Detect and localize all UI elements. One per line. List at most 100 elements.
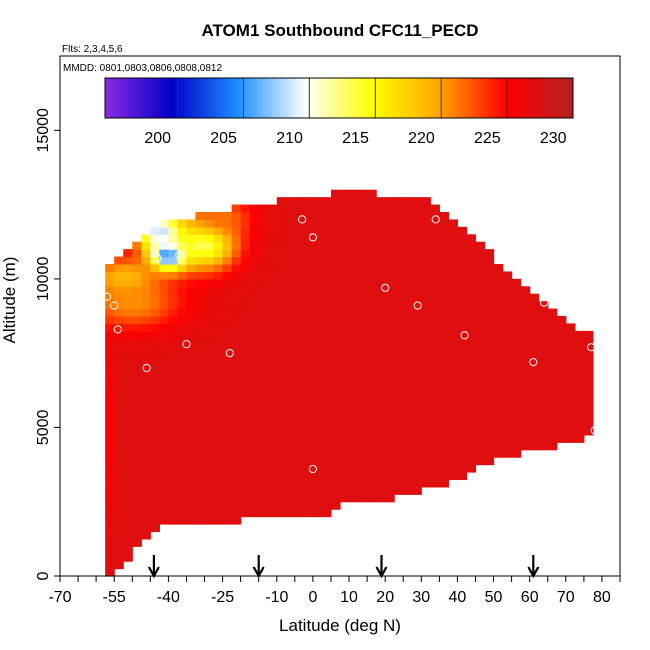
heatmap-cell	[520, 316, 531, 325]
heatmap-cell	[285, 457, 296, 466]
heatmap-cell	[340, 278, 350, 287]
heatmap-cell	[493, 449, 504, 458]
heatmap-cell	[132, 405, 142, 414]
heatmap-cell	[150, 226, 160, 235]
colorbar-swatch	[306, 78, 311, 118]
heatmap-cell	[141, 375, 151, 384]
heatmap-cell	[466, 397, 477, 406]
heatmap-cell	[186, 375, 197, 384]
heatmap-cell	[321, 256, 332, 265]
heatmap-cell	[276, 486, 287, 495]
heatmap-cell	[484, 278, 495, 287]
heatmap-cell	[439, 301, 449, 310]
heatmap-cell	[439, 442, 449, 451]
heatmap-cell	[466, 256, 477, 265]
heatmap-cell	[141, 353, 151, 362]
heatmap-cell	[303, 390, 314, 399]
colorbar-swatch	[143, 78, 147, 118]
heatmap-cell	[312, 204, 323, 213]
heatmap-cell	[150, 486, 160, 495]
heatmap-cell	[330, 464, 341, 473]
heatmap-cell	[222, 516, 233, 525]
heatmap-cell	[430, 449, 440, 458]
heatmap-cell	[285, 219, 296, 228]
heatmap-cell	[195, 241, 206, 250]
heatmap-cell	[340, 397, 350, 406]
heatmap-cell	[457, 390, 468, 399]
heatmap-cell	[412, 345, 422, 354]
heatmap-cell	[529, 293, 540, 302]
heatmap-cell	[303, 479, 314, 488]
heatmap-cell	[312, 264, 323, 273]
heatmap-cell	[114, 301, 124, 310]
heatmap-cell	[403, 427, 413, 436]
colorbar-swatch	[534, 78, 539, 118]
heatmap-cell	[285, 234, 296, 243]
colorbar-swatch	[461, 78, 466, 118]
heatmap-cell	[213, 226, 224, 235]
heatmap-cell	[222, 338, 233, 347]
heatmap-cell	[430, 412, 440, 421]
heatmap-cell	[159, 293, 169, 302]
heatmap-cell	[132, 397, 142, 406]
heatmap-cell	[448, 264, 459, 273]
heatmap-cell	[376, 249, 386, 258]
heatmap-cell	[276, 464, 287, 473]
colorbar-swatch	[213, 78, 217, 118]
heatmap-cell	[412, 405, 422, 414]
heatmap-cell	[574, 375, 585, 384]
heatmap-cell	[294, 197, 305, 206]
heatmap-cell	[421, 212, 431, 221]
heatmap-cell	[114, 427, 124, 436]
heatmap-cell	[105, 501, 115, 510]
heatmap-cell	[403, 212, 413, 221]
heatmap-cell	[394, 293, 404, 302]
heatmap-cell	[267, 249, 278, 258]
heatmap-cell	[349, 345, 359, 354]
heatmap-cell	[385, 308, 395, 317]
heatmap-cell	[294, 472, 305, 481]
heatmap-cell	[448, 308, 459, 317]
heatmap-cell	[204, 501, 215, 510]
heatmap-cell	[538, 360, 549, 369]
colorbar-swatch	[502, 78, 507, 118]
heatmap-cell	[448, 301, 459, 310]
heatmap-cell	[159, 501, 169, 510]
heatmap-cell	[330, 345, 341, 354]
heatmap-cell	[105, 316, 115, 325]
heatmap-cell	[213, 449, 224, 458]
heatmap-cell	[367, 449, 377, 458]
heatmap-cell	[394, 442, 404, 451]
heatmap-cell	[249, 405, 260, 414]
heatmap-cell	[123, 531, 133, 540]
heatmap-cell	[213, 353, 224, 362]
heatmap-cell	[123, 375, 133, 384]
heatmap-cell	[285, 494, 296, 503]
heatmap-cell	[159, 494, 169, 503]
heatmap-cell	[448, 442, 459, 451]
heatmap-cell	[349, 338, 359, 347]
heatmap-cell	[466, 308, 477, 317]
colorbar-swatch	[374, 78, 378, 118]
heatmap-cell	[285, 278, 296, 287]
heatmap-cell	[475, 345, 486, 354]
heatmap-cell	[159, 412, 169, 421]
heatmap-cell	[195, 457, 206, 466]
heatmap-cell	[403, 219, 413, 228]
heatmap-cell	[294, 382, 305, 391]
heatmap-cell	[240, 397, 251, 406]
heatmap-cell	[321, 375, 332, 384]
heatmap-cell	[195, 353, 206, 362]
heatmap-cell	[276, 271, 287, 280]
heatmap-cell	[538, 397, 549, 406]
heatmap-cell	[457, 308, 468, 317]
heatmap-cell	[132, 457, 142, 466]
heatmap-cell	[204, 479, 215, 488]
heatmap-cell	[439, 382, 449, 391]
heatmap-cell	[195, 472, 206, 481]
heatmap-cell	[249, 486, 260, 495]
heatmap-cell	[204, 345, 215, 354]
heatmap-cell	[168, 449, 179, 458]
heatmap-cell	[177, 316, 188, 325]
heatmap-cell	[349, 382, 359, 391]
